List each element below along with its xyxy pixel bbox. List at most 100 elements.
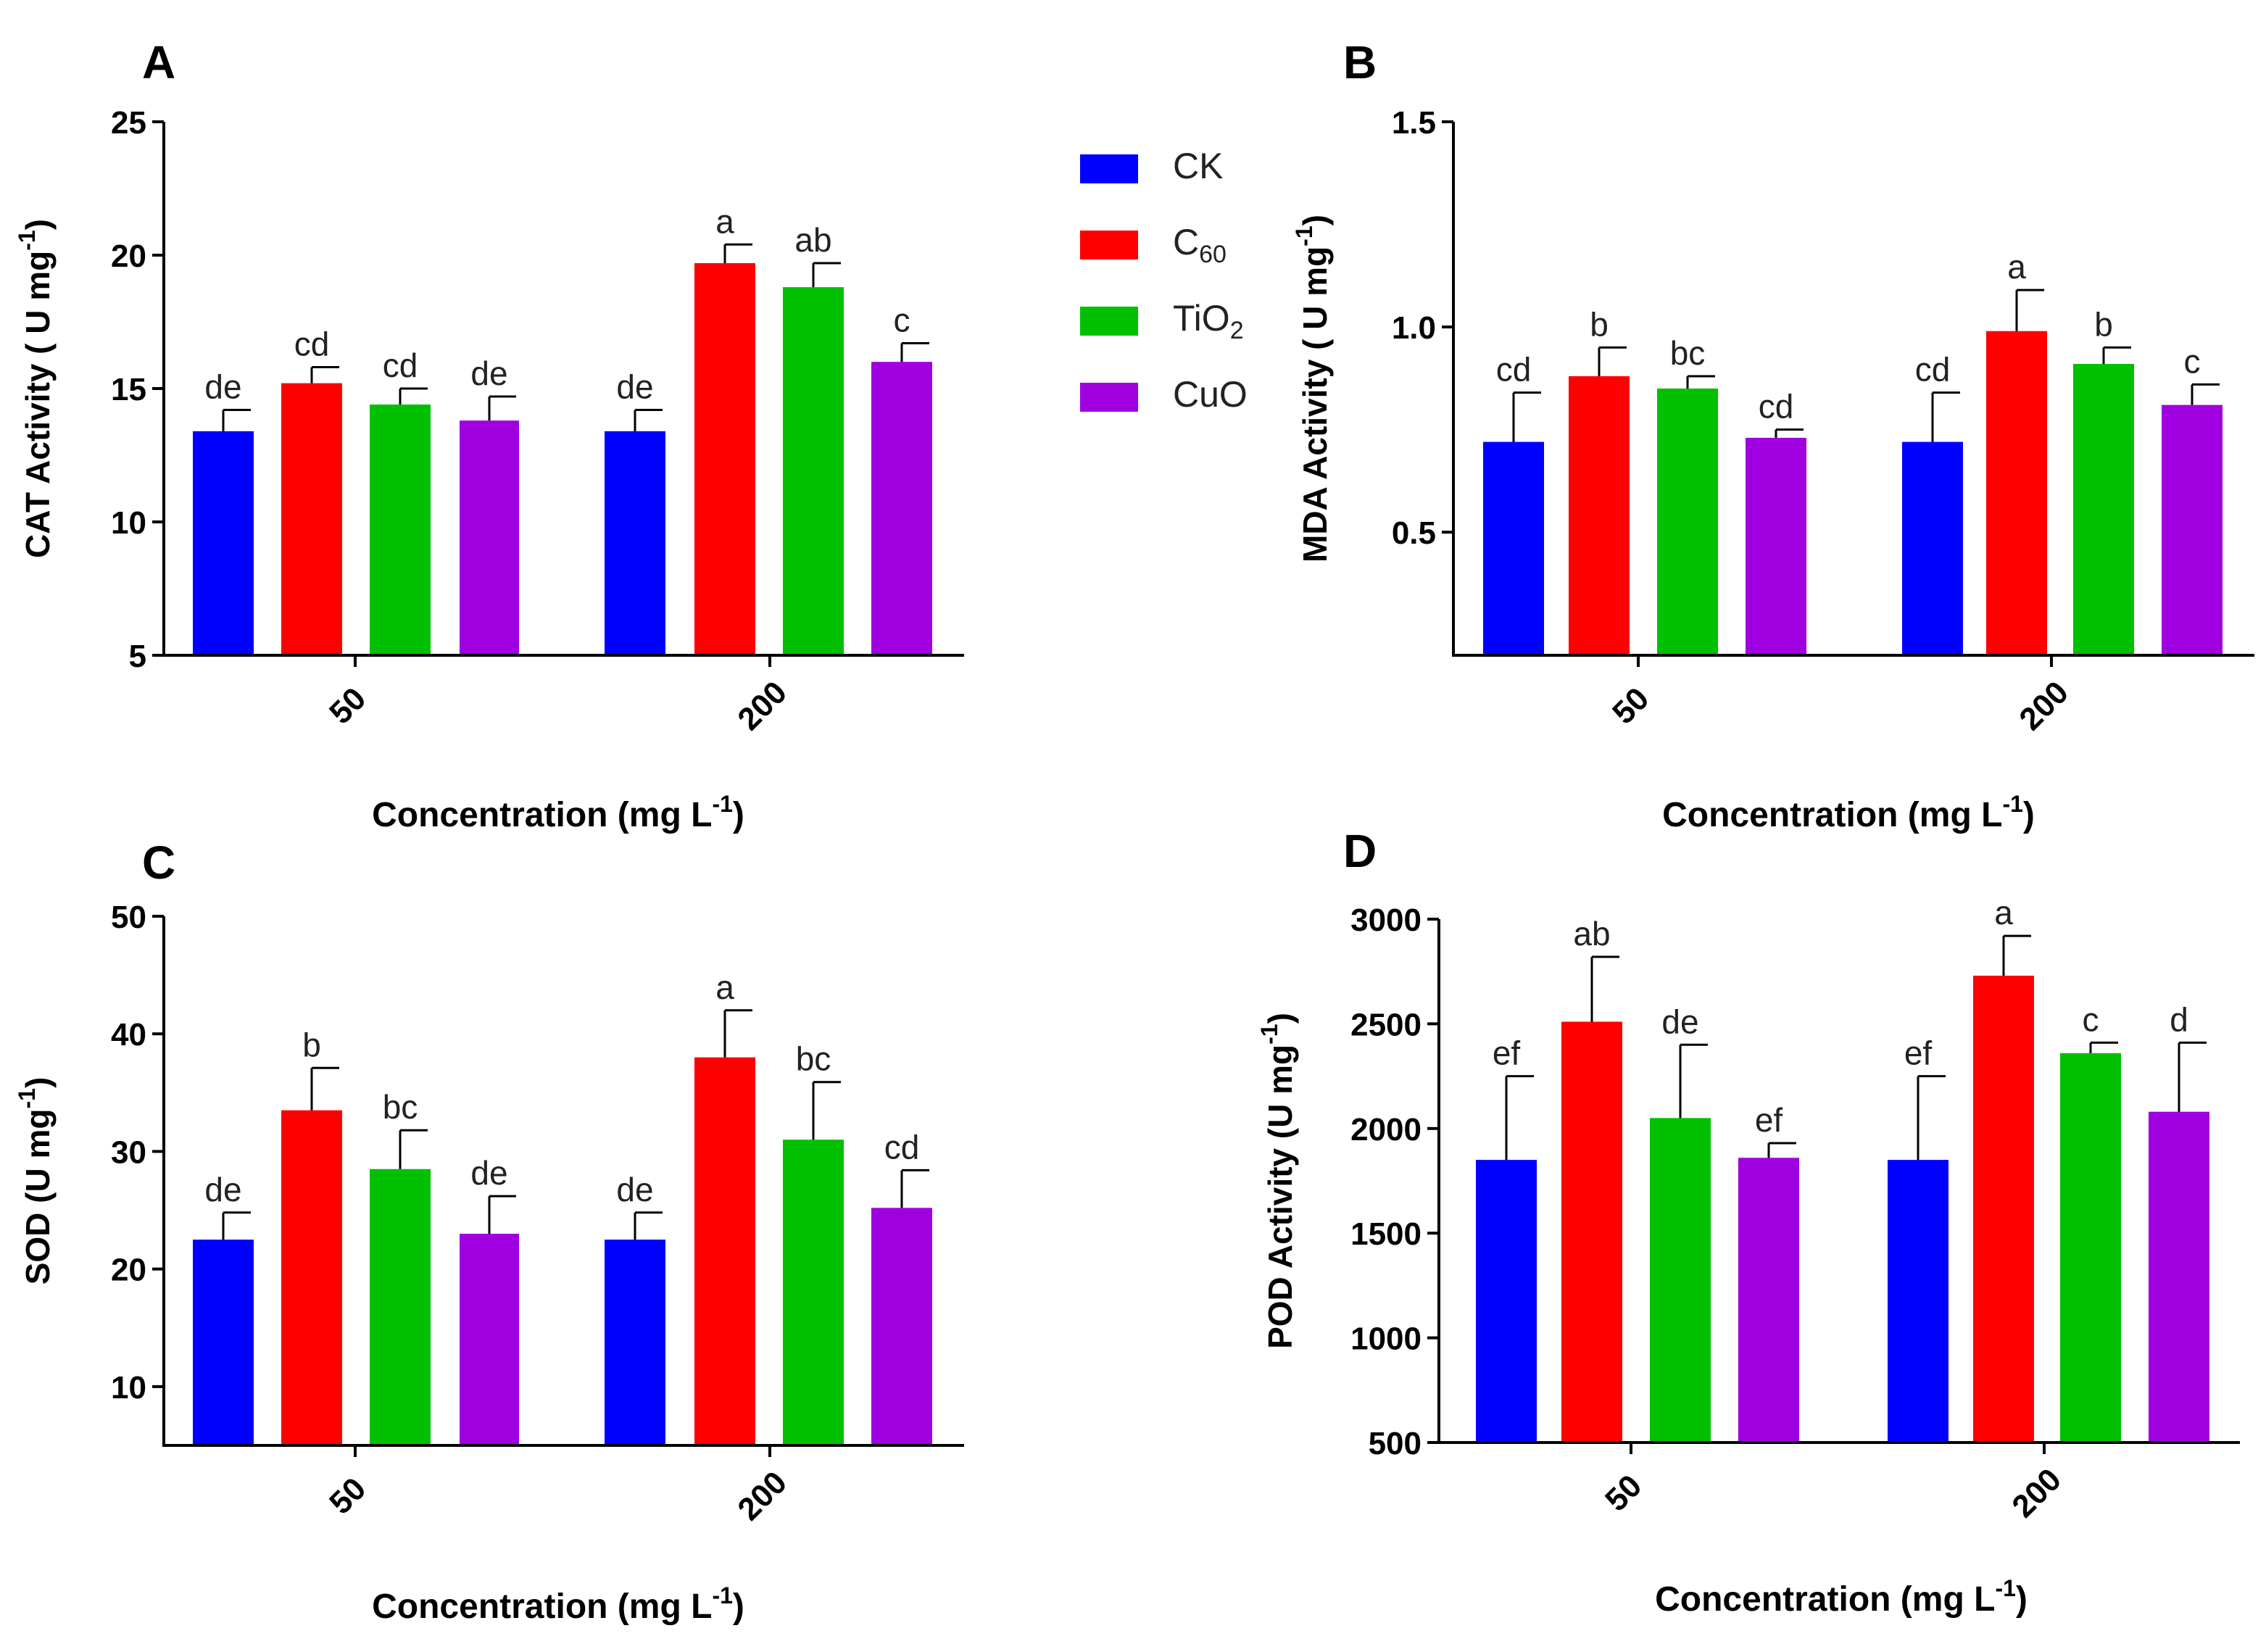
panel-c-y-axis-label: SOD (U mg-1) [14, 1077, 57, 1285]
panel-d-y-tick-label: 1000 [1350, 1321, 1422, 1357]
panel-c: Cde de b a bc bc de cd 10 20 30 40 50 50 200 SOD (U mg-… [14, 837, 964, 1626]
panel-c-x-tick-label: 200 [731, 1464, 794, 1527]
panel-c-sig-letter-ck-50: de [204, 1171, 241, 1208]
panel-d-y-tick-label: 1500 [1350, 1216, 1422, 1252]
panel-c-bar-tio2-200 [783, 1140, 844, 1445]
legend-swatch-tio2 [1080, 306, 1138, 336]
panel-b-sig-letter-cuo-50: cd [1759, 388, 1794, 426]
panel-c-sig-letter-c60-50: b [302, 1026, 321, 1063]
panel-c-sig-letter-cuo-50: de [470, 1154, 507, 1192]
panel-b-bar-c60-50 [1569, 376, 1630, 655]
panel-b-x-axis-label: Concentration (mg L-1) [1662, 791, 2035, 834]
panel-c-y-tick-label: 10 [111, 1370, 146, 1406]
panel-c-bar-cuo-200 [871, 1208, 932, 1445]
panel-c-bar-c60-200 [694, 1057, 755, 1445]
panel-b-sig-letter-ck-50: cd [1496, 351, 1532, 389]
panel-d-y-axis-label: POD Activity (U mg-1) [1256, 1013, 1299, 1349]
panel-d-sig-letter-tio2-200: c [2083, 1000, 2099, 1038]
panel-b-bar-ck-200 [1902, 441, 1963, 655]
panel-d-bar-cuo-200 [2149, 1111, 2209, 1443]
panel-a-y-axis-label: CAT Activity ( U mg-1) [14, 219, 57, 558]
panel-a-sig-letter-tio2-50: cd [383, 346, 418, 384]
panel-b-sig-letter-tio2-200: b [2094, 305, 2113, 343]
legend-item-c60: C60 [1080, 207, 1248, 283]
panel-d-sig-letter-tio2-50: de [1661, 1003, 1698, 1040]
panel-b-sig-letter-tio2-50: bc [1670, 334, 1706, 372]
panel-c-y-tick-label: 40 [111, 1017, 146, 1053]
legend-label-cuo: CuO [1173, 373, 1248, 415]
panel-c-letter: C [142, 837, 175, 889]
legend-swatch-c60 [1080, 230, 1138, 260]
legend-item-cuo: CuO [1080, 359, 1248, 435]
panel-a: Ade de cd a cd ab de c 5 10 15 20 25 50 200 CAT Activit… [14, 36, 964, 834]
panel-c-sig-letter-ck-200: de [616, 1171, 653, 1208]
panel-b-x-tick-label: 50 [1606, 681, 1656, 731]
panel-b-y-axis-label: MDA Activity ( U mg-1) [1291, 215, 1334, 563]
panel-c-x-axis-label: Concentration (mg L-1) [372, 1582, 744, 1626]
panel-d-bar-tio2-50 [1650, 1118, 1711, 1443]
panel-a-bar-c60-50 [281, 383, 342, 655]
panel-d-y-tick-label: 2500 [1350, 1007, 1422, 1042]
legend-swatch-ck [1080, 154, 1138, 183]
panel-a-y-tick-label: 20 [111, 238, 146, 274]
panel-d-y-tick-label: 2000 [1350, 1112, 1422, 1147]
panel-b-bar-cuo-50 [1746, 437, 1806, 655]
panel-a-bar-cuo-200 [871, 362, 932, 655]
panel-b: Bcd cd b a bc b cd c 0.5 1.0 1.5 50 200 MDA Activity … [1291, 36, 2254, 834]
panel-a-letter: A [142, 36, 175, 88]
panel-d-x-tick-label: 200 [2005, 1461, 2068, 1524]
panel-b-sig-letter-c60-50: b [1590, 305, 1609, 343]
panel-d-sig-letter-cuo-50: ef [1755, 1101, 1783, 1139]
panel-a-x-tick-label: 50 [323, 681, 373, 731]
panel-c-y-tick-label: 50 [111, 900, 146, 935]
legend-item-ck: CK [1080, 130, 1248, 207]
panel-c-bar-tio2-50 [370, 1169, 431, 1445]
panel-d-bar-c60-200 [1973, 975, 2034, 1443]
panel-d-sig-letter-ck-50: ef [1493, 1034, 1521, 1072]
panel-d-bar-c60-50 [1561, 1021, 1622, 1443]
panel-a-y-tick-label: 5 [129, 639, 146, 674]
panel-d-sig-letter-ck-200: ef [1904, 1034, 1933, 1072]
panel-b-bar-cuo-200 [2162, 404, 2223, 655]
panel-a-y-tick-label: 10 [111, 505, 146, 541]
panel-b-y-tick-label: 0.5 [1392, 515, 1436, 551]
panel-a-y-tick-label: 25 [111, 105, 146, 141]
panel-a-bar-cuo-50 [460, 420, 519, 655]
panel-b-bar-tio2-50 [1657, 389, 1718, 655]
panel-a-sig-letter-c60-200: a [715, 202, 734, 240]
panel-a-bar-ck-200 [605, 431, 665, 655]
panel-a-y-tick-label: 15 [111, 372, 146, 407]
legend-swatch-cuo [1080, 382, 1138, 412]
panel-d-x-axis-label: Concentration (mg L-1) [1655, 1575, 2028, 1619]
panel-d-sig-letter-c60-200: a [1994, 894, 2013, 931]
panel-b-letter: B [1343, 36, 1377, 88]
panel-c-sig-letter-cuo-200: cd [884, 1128, 920, 1166]
legend-label-ck: CK [1173, 145, 1224, 186]
panel-c-bar-c60-50 [281, 1110, 342, 1445]
panel-d-bar-tio2-200 [2060, 1053, 2121, 1443]
panel-a-sig-letter-c60-50: cd [294, 325, 330, 363]
panel-d-bar-ck-200 [1888, 1160, 1948, 1443]
panel-c-y-tick-label: 30 [111, 1134, 146, 1170]
panel-c-bar-cuo-50 [460, 1234, 519, 1445]
panel-a-x-axis-label: Concentration (mg L-1) [372, 791, 744, 834]
panel-b-sig-letter-c60-200: a [2007, 248, 2026, 286]
panel-b-sig-letter-ck-200: cd [1915, 351, 1951, 389]
panel-d-letter: D [1343, 825, 1377, 877]
legend: CK C60 TiO2 CuO [1080, 130, 1248, 435]
panel-c-x-tick-label: 50 [323, 1471, 373, 1521]
panel-a-bar-tio2-50 [370, 404, 431, 655]
panel-a-x-tick-label: 200 [731, 674, 794, 737]
panel-a-sig-letter-ck-200: de [616, 368, 653, 405]
panel-b-y-tick-label: 1.5 [1392, 105, 1436, 141]
panel-b-bar-tio2-200 [2073, 364, 2134, 655]
panel-b-y-tick-label: 1.0 [1392, 310, 1436, 346]
panel-b-bar-c60-200 [1986, 331, 2047, 655]
panel-c-sig-letter-tio2-50: bc [383, 1088, 418, 1126]
panel-d-y-tick-label: 3000 [1350, 902, 1422, 938]
panel-a-sig-letter-cuo-200: c [894, 301, 910, 339]
panel-d-sig-letter-c60-50: ab [1573, 915, 1610, 952]
panel-d-y-tick-label: 500 [1369, 1426, 1422, 1461]
panel-a-sig-letter-tio2-200: ab [794, 221, 831, 259]
